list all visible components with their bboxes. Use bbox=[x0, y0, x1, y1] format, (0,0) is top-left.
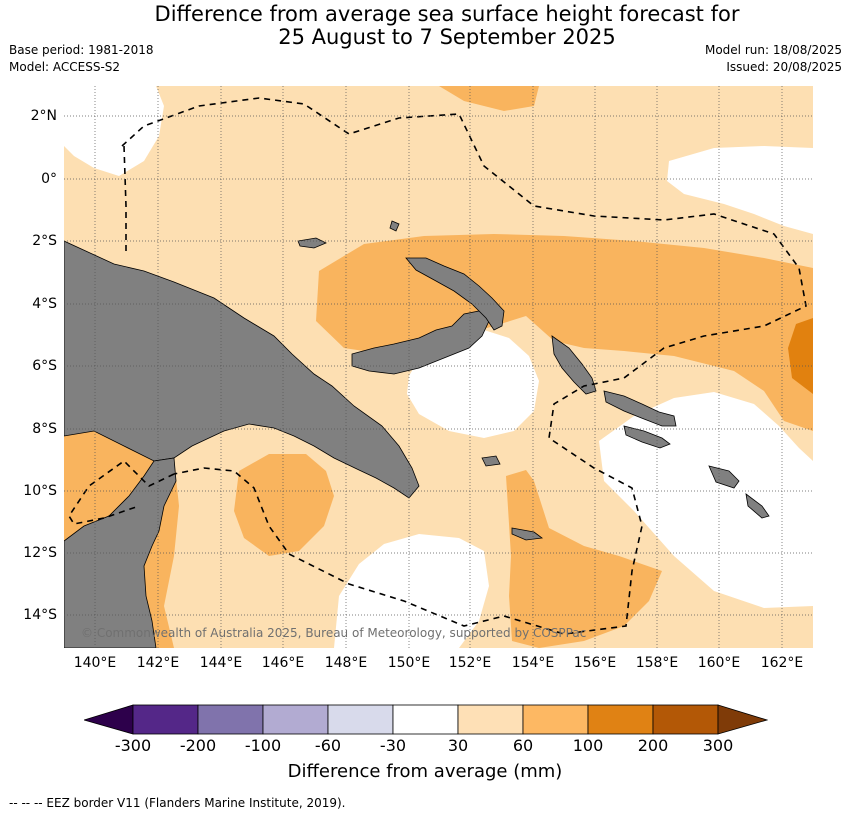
lat-label-4s: 4°S bbox=[32, 296, 57, 312]
lon-label-152e: 152°E bbox=[448, 655, 492, 671]
lat-label-2n: 2°N bbox=[30, 108, 57, 124]
lon-label-146e: 146°E bbox=[261, 655, 305, 671]
model-run: Model run: 18/08/2025 bbox=[704, 43, 842, 57]
colorbar-tick-minus-30: -30 bbox=[379, 736, 407, 755]
land-new-ireland bbox=[405, 257, 505, 331]
band-below-30-solomon bbox=[599, 392, 813, 608]
eez-border-png bbox=[121, 97, 807, 635]
lon-label-154e: 154°E bbox=[511, 655, 555, 671]
issued-date: Issued: 20/08/2025 bbox=[726, 60, 842, 74]
band-60-100-gulf bbox=[234, 454, 334, 556]
lat-label-12s: 12°S bbox=[23, 545, 57, 561]
title-line-2: 25 August to 7 September 2025 bbox=[278, 25, 616, 49]
land-vanuatu-b bbox=[745, 493, 770, 519]
colorbar bbox=[84, 704, 768, 735]
band-below-30-north bbox=[64, 86, 164, 176]
base-period: Base period: 1981-2018 bbox=[9, 43, 154, 57]
lon-label-162e: 162°E bbox=[760, 655, 804, 671]
land-vanuatu-a bbox=[708, 465, 740, 489]
lon-label-140e: 140°E bbox=[73, 655, 117, 671]
lon-label-148e: 148°E bbox=[324, 655, 368, 671]
lat-label-0: 0° bbox=[41, 171, 57, 187]
land-cape-york bbox=[64, 457, 177, 648]
land-small-island-2 bbox=[481, 455, 501, 467]
band-60-100-north bbox=[439, 86, 539, 111]
colorbar-tick-minus-60: -60 bbox=[314, 736, 342, 755]
colorbar-extend-low bbox=[84, 704, 134, 735]
land-new-guinea bbox=[64, 240, 420, 499]
model-name: Model: ACCESS-S2 bbox=[9, 60, 121, 74]
colorbar-bin-2 bbox=[197, 704, 264, 735]
colorbar-tick-30: 30 bbox=[447, 736, 469, 755]
lat-label-6s: 6°S bbox=[32, 358, 57, 374]
colorbar-bin-8 bbox=[587, 704, 654, 735]
colorbar-bin-5 bbox=[392, 704, 459, 735]
colorbar-tick-100: 100 bbox=[572, 736, 604, 755]
colorbar-bin-1 bbox=[132, 704, 199, 735]
lon-label-158e: 158°E bbox=[635, 655, 679, 671]
land-guadalcanal bbox=[623, 425, 671, 449]
band-below-30-coral bbox=[334, 534, 489, 648]
land-manus bbox=[297, 237, 327, 249]
graticule bbox=[64, 86, 813, 648]
eez-legend-note: -- -- -- EEZ border V11 (Flanders Marine… bbox=[9, 796, 346, 810]
land-small-island-1 bbox=[389, 220, 400, 232]
band-100-200-east bbox=[788, 318, 813, 394]
lon-label-144e: 144°E bbox=[199, 655, 243, 671]
lat-label-10s: 10°S bbox=[23, 483, 57, 499]
colorbar-title: Difference from average (mm) bbox=[287, 761, 563, 782]
lon-label-160e: 160°E bbox=[697, 655, 741, 671]
colorbar-bin-3 bbox=[262, 704, 329, 735]
lat-label-14s: 14°S bbox=[23, 607, 57, 623]
colorbar-bin-4 bbox=[327, 704, 394, 735]
colorbar-tick-minus-100: -100 bbox=[244, 736, 282, 755]
colorbar-tick-minus-300: -300 bbox=[114, 736, 152, 755]
colorbar-bin-7 bbox=[522, 704, 589, 735]
colorbar-tick-minus-200: -200 bbox=[179, 736, 217, 755]
eez-border-torres bbox=[68, 459, 175, 525]
meta-right: Model run: 18/08/2025 Issued: 20/08/2025 bbox=[705, 42, 842, 76]
lon-label-156e: 156°E bbox=[573, 655, 617, 671]
lon-label-150e: 150°E bbox=[387, 655, 431, 671]
colorbar-tick-300: 300 bbox=[702, 736, 734, 755]
copyright-notice: © Commonwealth of Australia 2025, Bureau… bbox=[81, 626, 587, 640]
land-small-island-3 bbox=[511, 527, 544, 541]
lat-label-8s: 8°S bbox=[32, 421, 57, 437]
land-solomon-islands bbox=[603, 390, 677, 427]
title-line-1: Difference from average sea surface heig… bbox=[154, 2, 740, 26]
colorbar-bin-6 bbox=[457, 704, 524, 735]
map-title: Difference from average sea surface heig… bbox=[0, 3, 850, 49]
forecast-map bbox=[64, 86, 813, 648]
band-60-100-coral-central bbox=[506, 470, 662, 648]
map-svg bbox=[64, 86, 813, 648]
meta-left: Base period: 1981-2018 Model: ACCESS-S2 bbox=[9, 42, 154, 76]
lon-label-142e: 142°E bbox=[136, 655, 180, 671]
colorbar-tick-200: 200 bbox=[637, 736, 669, 755]
colorbar-bin-9 bbox=[652, 704, 719, 735]
land-bougainville bbox=[551, 335, 597, 395]
eez-border-west bbox=[123, 145, 127, 251]
colorbar-tick-60: 60 bbox=[512, 736, 534, 755]
colorbar-extend-high bbox=[717, 704, 768, 735]
band-below-30-ne bbox=[667, 146, 813, 234]
lat-label-2s: 2°S bbox=[32, 233, 57, 249]
